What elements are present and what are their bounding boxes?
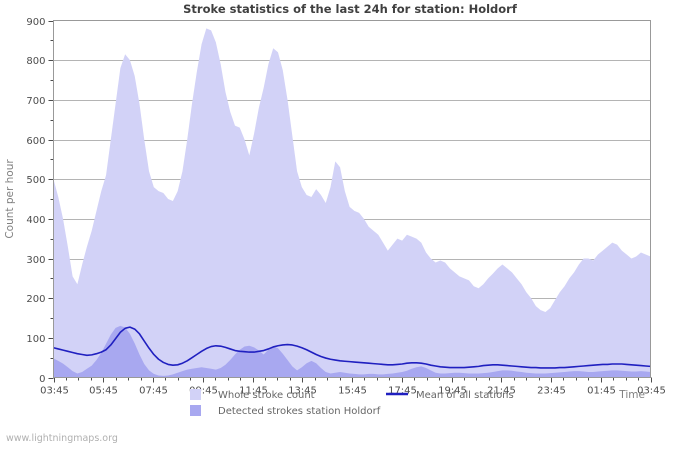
y-tick-label: 200	[26, 294, 45, 305]
x-tick-label: 17:45	[388, 386, 417, 397]
legend-label: Mean of all stations	[416, 390, 514, 401]
chart-legend: Whole stroke count Mean of all stations De…	[190, 389, 514, 417]
x-tick-label: 15:45	[338, 386, 367, 397]
data-series-layer	[53, 28, 651, 378]
legend-swatch	[190, 389, 201, 400]
plot-area-frame	[53, 20, 651, 378]
x-tick-label: 03:45	[40, 386, 69, 397]
x-tick-label: 07:45	[139, 386, 168, 397]
legend-label: Whole stroke count	[218, 390, 315, 401]
y-tick-label: 900	[26, 17, 45, 28]
y-tick-label: 100	[26, 334, 45, 345]
x-tick-label: 09:45	[189, 386, 218, 397]
y-tick-label: 300	[26, 255, 45, 266]
y-axis-ticks: 0 100 200 300 400 500 600 700 800 900	[26, 17, 54, 385]
chart-title: Stroke statistics of the last 24h for st…	[183, 2, 518, 16]
legend-item: Detected strokes station Holdorf	[190, 405, 381, 417]
x-tick-label: 19:45	[438, 386, 467, 397]
x-tick-label: 21:45	[487, 386, 516, 397]
y-axis-label: Count per hour	[4, 159, 16, 239]
x-tick-label: 13:45	[288, 386, 317, 397]
legend-swatch	[190, 405, 201, 416]
legend-item: Mean of all stations	[386, 390, 514, 401]
y-tick-label: 800	[26, 56, 45, 67]
y-tick-label: 400	[26, 215, 45, 226]
x-tick-label: 03:45	[637, 386, 666, 397]
series-line-mean-of-all-stations	[53, 326, 651, 369]
series-area-detected-strokes	[53, 325, 651, 378]
legend-item: Whole stroke count	[190, 389, 315, 401]
x-tick-label: 11:45	[239, 386, 268, 397]
x-axis-ticks: 03:45 05:45 07:45 09:45 11:45 13:45 15:45 17:45…	[40, 377, 666, 397]
x-tick-label: 05:45	[89, 386, 118, 397]
footer-watermark: www.lightningmaps.org	[6, 433, 118, 444]
y-tick-label: 600	[26, 136, 45, 147]
series-area-whole-stroke-count	[53, 28, 651, 378]
y-tick-label: 0	[39, 374, 45, 385]
legend-label: Detected strokes station Holdorf	[218, 406, 381, 417]
y-tick-label: 700	[26, 96, 45, 107]
x-axis-label: Time	[618, 389, 645, 401]
y-tick-label: 500	[26, 175, 45, 186]
x-tick-label: 01:45	[587, 386, 616, 397]
x-tick-label: 23:45	[537, 386, 566, 397]
